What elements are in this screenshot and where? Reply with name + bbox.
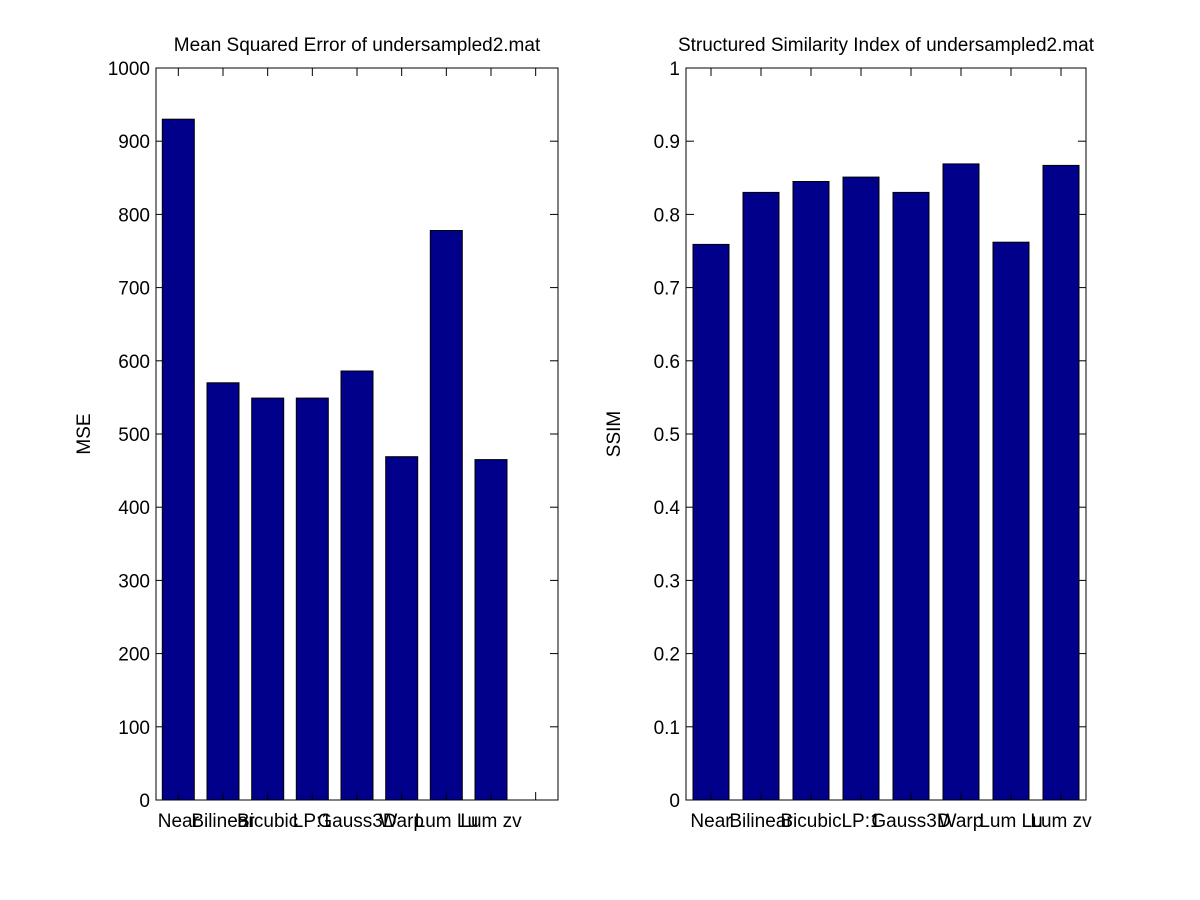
y-axis-ticks: 0 100 200 300 400 500 600 700 800 900 1000 bbox=[108, 59, 558, 812]
y-tick-label: 0 bbox=[139, 791, 150, 812]
bar-lp-1 bbox=[842, 176, 880, 801]
y-tick-label: 300 bbox=[118, 571, 150, 592]
y-axis-label: MSE bbox=[74, 413, 95, 454]
x-tick-label: Bicubic bbox=[237, 811, 298, 832]
x-tick-label: Warp bbox=[939, 811, 984, 832]
y-tick-label: 0.7 bbox=[654, 279, 680, 300]
bar-lp-1 bbox=[295, 397, 329, 801]
bar-bilinear bbox=[742, 191, 780, 801]
y-axis-ticks: 0 0.1 0.2 0.3 0.4 0.5 0.6 0.7 0.8 0.9 1 bbox=[654, 59, 1086, 812]
bar-series bbox=[161, 118, 508, 801]
y-tick-label: 1 bbox=[669, 59, 680, 80]
y-tick-label: 0 bbox=[669, 791, 680, 812]
x-tick-label: Lum Lu bbox=[979, 811, 1042, 832]
bar-near bbox=[692, 243, 730, 801]
y-tick-label: 0.1 bbox=[654, 718, 680, 739]
y-tick-label: 0.2 bbox=[654, 645, 680, 666]
x-tick-label: Near bbox=[158, 811, 200, 832]
x-tick-label: LP:1 bbox=[841, 811, 880, 832]
bar-series bbox=[692, 163, 1080, 801]
y-tick-label: 0.9 bbox=[654, 132, 680, 153]
x-tick-label: Lum Lu bbox=[415, 811, 478, 832]
x-tick-label: Lum zv bbox=[460, 811, 522, 832]
x-tick-label: Near bbox=[690, 811, 732, 832]
y-tick-label: 0.3 bbox=[654, 571, 680, 592]
bar-warp bbox=[942, 163, 980, 801]
x-tick-label: Lum zv bbox=[1030, 811, 1092, 832]
y-tick-label: 600 bbox=[118, 352, 150, 373]
y-tick-label: 800 bbox=[118, 205, 150, 226]
x-tick-label: Bilinear bbox=[191, 811, 255, 832]
y-tick-label: 0.6 bbox=[654, 352, 680, 373]
y-tick-label: 400 bbox=[118, 498, 150, 519]
x-tick-label: Bilinear bbox=[729, 811, 793, 832]
bar-lum-zv bbox=[474, 459, 508, 801]
x-tick-label: LP:1 bbox=[293, 811, 332, 832]
y-tick-label: 1000 bbox=[108, 59, 150, 80]
y-tick-label: 900 bbox=[118, 132, 150, 153]
bar-bicubic bbox=[251, 397, 285, 801]
bar-bicubic bbox=[792, 181, 830, 801]
x-tick-label: Gauss3D bbox=[871, 811, 950, 832]
x-tick-label: Gauss3D bbox=[317, 811, 396, 832]
y-tick-label: 0.4 bbox=[654, 498, 681, 519]
bar-lum-lu bbox=[429, 230, 463, 801]
y-tick-label: 0.5 bbox=[654, 425, 680, 446]
bar-lum-lu bbox=[992, 241, 1030, 801]
y-axis-label: SSIM bbox=[604, 411, 625, 457]
x-tick-label: Warp bbox=[379, 811, 424, 832]
chart-title: Structured Similarity Index of undersamp… bbox=[678, 35, 1095, 56]
y-tick-label: 200 bbox=[118, 645, 150, 666]
bar-bilinear bbox=[206, 382, 240, 801]
y-tick-label: 500 bbox=[118, 425, 150, 446]
bar-near bbox=[161, 118, 195, 801]
y-tick-label: 0.8 bbox=[654, 205, 680, 226]
bar-warp bbox=[385, 456, 419, 801]
mse-chart: Mean Squared Error of undersampled2.mat … bbox=[74, 35, 559, 832]
bar-lum-zv bbox=[1042, 164, 1080, 801]
chart-title: Mean Squared Error of undersampled2.mat bbox=[174, 35, 541, 56]
bar-gauss3d bbox=[892, 191, 930, 801]
y-tick-label: 100 bbox=[118, 718, 150, 739]
x-tick-label: Bicubic bbox=[780, 811, 841, 832]
y-tick-label: 700 bbox=[118, 279, 150, 300]
bar-gauss3d bbox=[340, 370, 374, 801]
ssim-chart: Structured Similarity Index of undersamp… bbox=[604, 35, 1095, 832]
